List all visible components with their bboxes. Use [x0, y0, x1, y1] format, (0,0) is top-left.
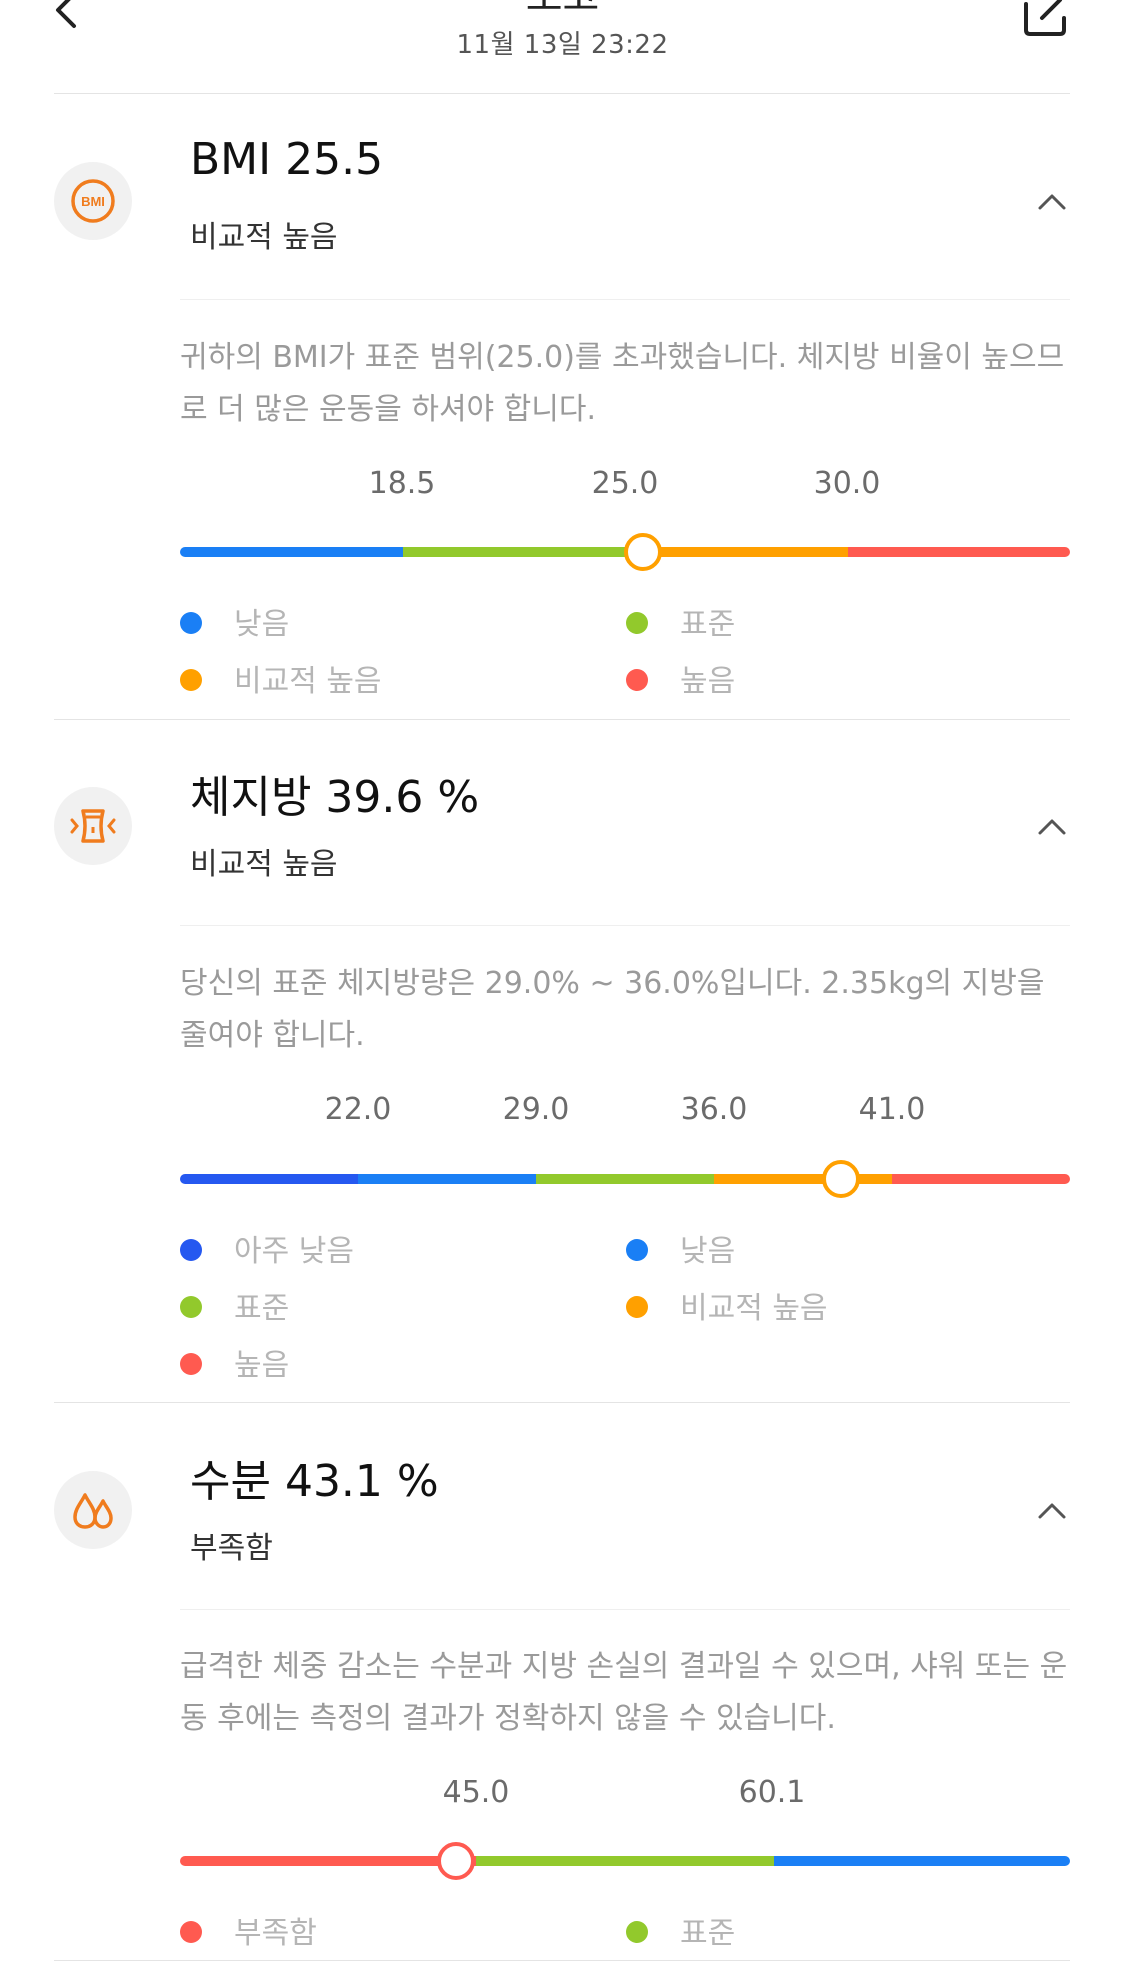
scale-tick: 25.0	[591, 466, 659, 501]
legend-item: 부족함	[180, 1908, 317, 1951]
body-fat-description: 당신의 표준 체지방량은 29.0% ~ 36.0%입니다. 2.35kg의 지…	[180, 966, 1045, 1053]
divider	[54, 1960, 1070, 1961]
range-segment-standard	[476, 1856, 775, 1866]
water-range-bar	[180, 1856, 1070, 1866]
legend-dot	[180, 1352, 202, 1375]
range-segment-standard	[402, 547, 626, 557]
legend-item: 높음	[180, 1340, 289, 1383]
legend-item: 표준	[626, 1908, 735, 1951]
legend-dot	[180, 611, 202, 634]
bmi-icon: BMI	[54, 162, 132, 240]
body-fat-status: 비교적 높음	[190, 847, 338, 882]
body-fat-value-title: 체지방 39.6 %	[190, 772, 480, 823]
header: 보고 11월 13일 23:22	[0, 0, 1125, 94]
legend-item: 낮음	[626, 1226, 735, 1269]
legend-dot	[180, 668, 202, 691]
legend-item: 비교적 높음	[626, 1283, 828, 1326]
divider	[180, 1609, 1070, 1610]
range-segment-high	[773, 1856, 1070, 1866]
range-segment-low	[358, 1174, 537, 1184]
waist-icon	[54, 787, 132, 865]
legend-item: 표준	[626, 599, 735, 642]
water-status: 부족함	[190, 1531, 273, 1566]
scale-tick: 22.0	[324, 1092, 392, 1127]
value-marker	[822, 1160, 861, 1198]
chevron-up-icon[interactable]	[1034, 815, 1070, 839]
range-segment-high	[892, 1174, 1070, 1184]
share-icon[interactable]	[1020, 0, 1074, 40]
bmi-status: 비교적 높음	[190, 220, 338, 255]
range-segment-slightly-high	[714, 1174, 893, 1184]
legend-dot	[626, 1920, 648, 1943]
divider	[54, 719, 1070, 720]
scale-tick: 36.0	[680, 1092, 748, 1127]
legend-dot	[626, 668, 648, 691]
legend-dot	[626, 611, 648, 634]
bmi-range-bar	[180, 547, 1070, 557]
bmi-description: 귀하의 BMI가 표준 범위(25.0)를 초과했습니다. 체지방 비율이 높으…	[180, 340, 1065, 427]
svg-text:BMI: BMI	[81, 194, 105, 209]
body-fat-range-bar	[180, 1174, 1070, 1184]
range-segment-slightly-high	[625, 547, 849, 557]
chevron-up-icon[interactable]	[1034, 190, 1070, 214]
range-segment-standard	[536, 1174, 715, 1184]
value-marker	[436, 1842, 475, 1880]
range-segment-high	[847, 547, 1070, 557]
range-segment-low	[180, 547, 404, 557]
legend-dot	[626, 1238, 648, 1261]
scale-tick: 41.0	[858, 1092, 926, 1127]
water-value-title: 수분 43.1 %	[190, 1456, 439, 1507]
legend-item: 낮음	[180, 599, 289, 642]
water-description: 급격한 체중 감소는 수분과 지방 손실의 결과일 수 있으며, 샤워 또는 운…	[180, 1649, 1068, 1736]
page-title: 보고	[0, 0, 1125, 22]
legend-dot	[180, 1295, 202, 1318]
legend-dot	[180, 1238, 202, 1261]
legend-dot	[626, 1295, 648, 1318]
divider	[180, 925, 1070, 926]
bmi-value-title: BMI 25.5	[190, 134, 384, 185]
range-segment-insufficient	[180, 1856, 478, 1866]
water-drops-icon	[54, 1471, 132, 1549]
scale-tick: 18.5	[368, 466, 436, 501]
chevron-up-icon[interactable]	[1034, 1499, 1070, 1523]
scale-tick: 29.0	[502, 1092, 570, 1127]
report-timestamp: 11월 13일 23:22	[456, 30, 669, 60]
divider	[180, 299, 1070, 300]
legend-item: 표준	[180, 1283, 289, 1326]
scale-tick: 45.0	[442, 1775, 510, 1810]
legend-dot	[180, 1920, 202, 1943]
legend-item: 높음	[626, 656, 735, 699]
divider	[54, 1402, 1070, 1403]
divider	[54, 93, 1070, 94]
range-segment-very-low	[180, 1174, 359, 1184]
chevron-left-icon[interactable]	[44, 0, 84, 40]
legend-item: 아주 낮음	[180, 1226, 354, 1269]
scale-tick: 30.0	[813, 466, 881, 501]
value-marker	[623, 533, 662, 571]
legend-item: 비교적 높음	[180, 656, 382, 699]
scale-tick: 60.1	[738, 1775, 806, 1810]
